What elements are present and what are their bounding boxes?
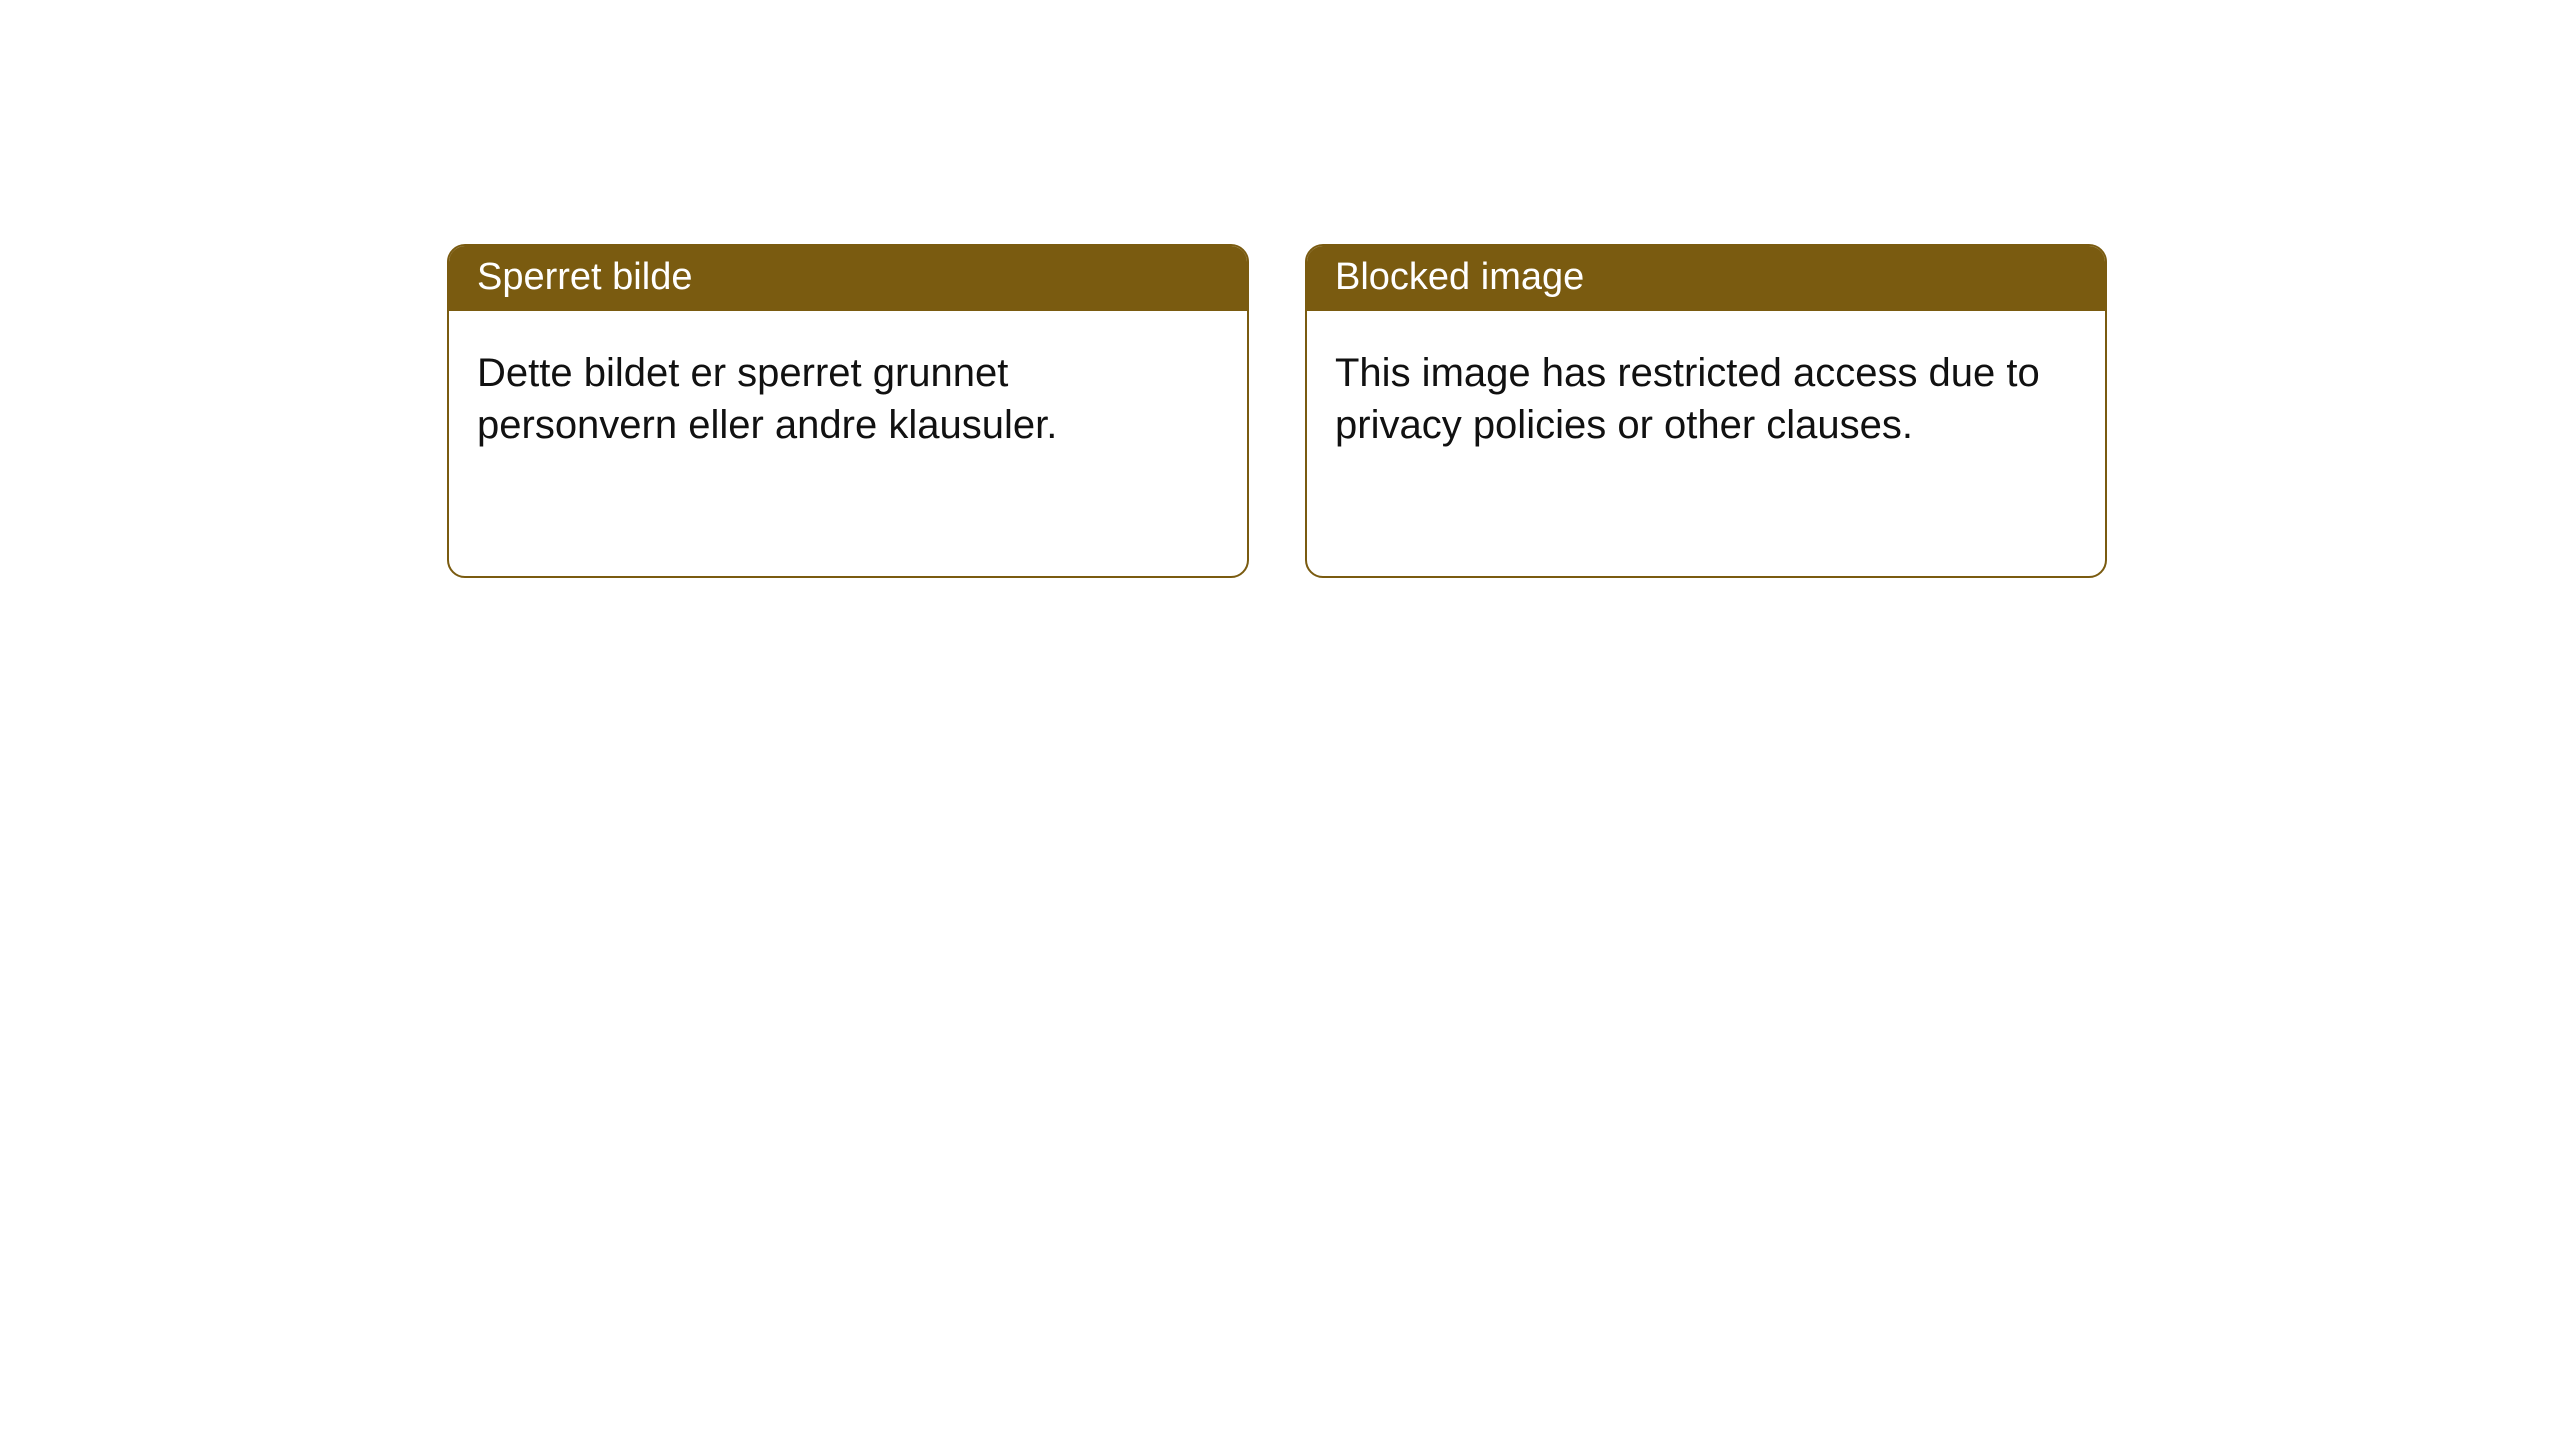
notice-header-en: Blocked image [1307,246,2105,311]
notice-header-text: Sperret bilde [477,256,692,298]
notice-header-no: Sperret bilde [449,246,1247,311]
notice-body-no: Dette bildet er sperret grunnet personve… [449,311,1247,479]
notice-header-text: Blocked image [1335,256,1584,298]
notice-body-en: This image has restricted access due to … [1307,311,2105,479]
notice-body-text: This image has restricted access due to … [1335,351,2040,447]
notice-body-text: Dette bildet er sperret grunnet personve… [477,351,1057,447]
notice-box-no: Sperret bilde Dette bildet er sperret gr… [447,244,1249,578]
notice-box-en: Blocked image This image has restricted … [1305,244,2107,578]
notice-container: Sperret bilde Dette bildet er sperret gr… [0,0,2560,578]
